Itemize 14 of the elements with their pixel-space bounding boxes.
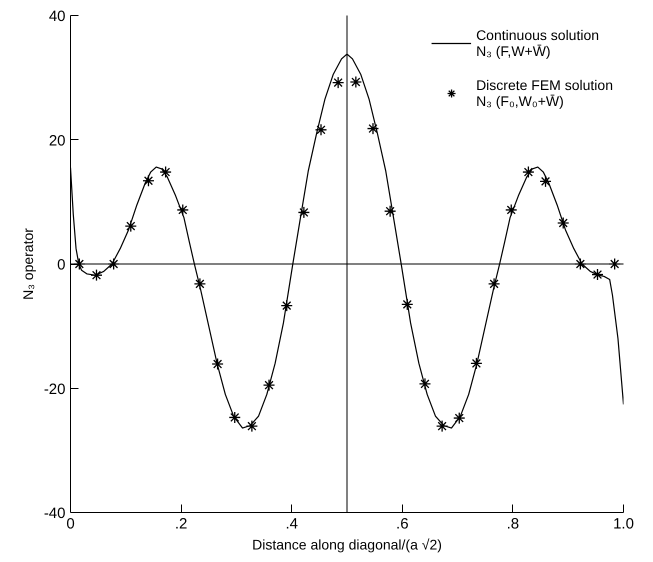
x-tick-label: 1.0 — [613, 516, 634, 532]
y-tick-label: 20 — [48, 132, 66, 150]
y-tick-label: 40 — [48, 8, 66, 25]
legend-label: Discrete FEM solution N₃ (F₀,W₀+W̄) — [476, 76, 613, 111]
x-tick-label: .2 — [174, 516, 188, 532]
y-tick-label: 0 — [57, 256, 66, 274]
y-tick-label: -20 — [44, 380, 66, 398]
x-axis-title: Distance along diagonal/(a √2) — [252, 536, 442, 552]
y-axis-title: N₃ operator — [20, 228, 36, 300]
x-tick-label: .6 — [396, 516, 409, 532]
x-tick-label: .8 — [506, 516, 520, 532]
y-tick-label: -40 — [44, 505, 66, 522]
x-tick-label: .4 — [285, 516, 298, 532]
legend-label: Continuous solution N₃ (F,W+W̄) — [476, 26, 600, 61]
